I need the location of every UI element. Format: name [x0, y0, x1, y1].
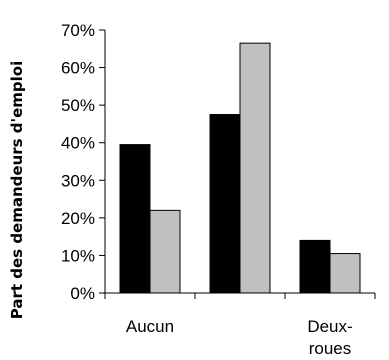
- y-tick-label: 20%: [61, 209, 95, 228]
- y-tick-label: 10%: [61, 246, 95, 265]
- y-axis-title-group: Part des demandeurs d'emploi: [8, 61, 26, 320]
- x-category-label: roues: [309, 339, 352, 358]
- bar-series2-cat1: [149, 209, 181, 294]
- y-tick-label: 30%: [61, 171, 95, 190]
- axes: [104, 30, 376, 299]
- y-tick-label: 40%: [61, 134, 95, 153]
- y-tick-label: 70%: [61, 21, 95, 40]
- bar-series2-cat3: [329, 253, 361, 294]
- y-tick-label: 0%: [70, 284, 95, 303]
- bar-series1-cat1: [119, 144, 151, 294]
- bar-series2-cat2: [239, 42, 271, 294]
- x-axis-categories: Aucun Deux-roues: [126, 317, 353, 358]
- x-category-label: Aucun: [126, 317, 174, 336]
- y-axis-title: Part des demandeurs d'emploi: [8, 61, 26, 320]
- y-tick-label: 60%: [61, 59, 95, 78]
- y-axis-ticks: 0% 10% 20% 30% 40% 50% 60% 70%: [61, 21, 105, 303]
- bars: [119, 42, 361, 294]
- bar-series1-cat2: [209, 114, 241, 294]
- x-category-label: Deux-: [307, 317, 352, 336]
- bar-series1-cat3: [299, 239, 331, 294]
- y-tick-label: 50%: [61, 96, 95, 115]
